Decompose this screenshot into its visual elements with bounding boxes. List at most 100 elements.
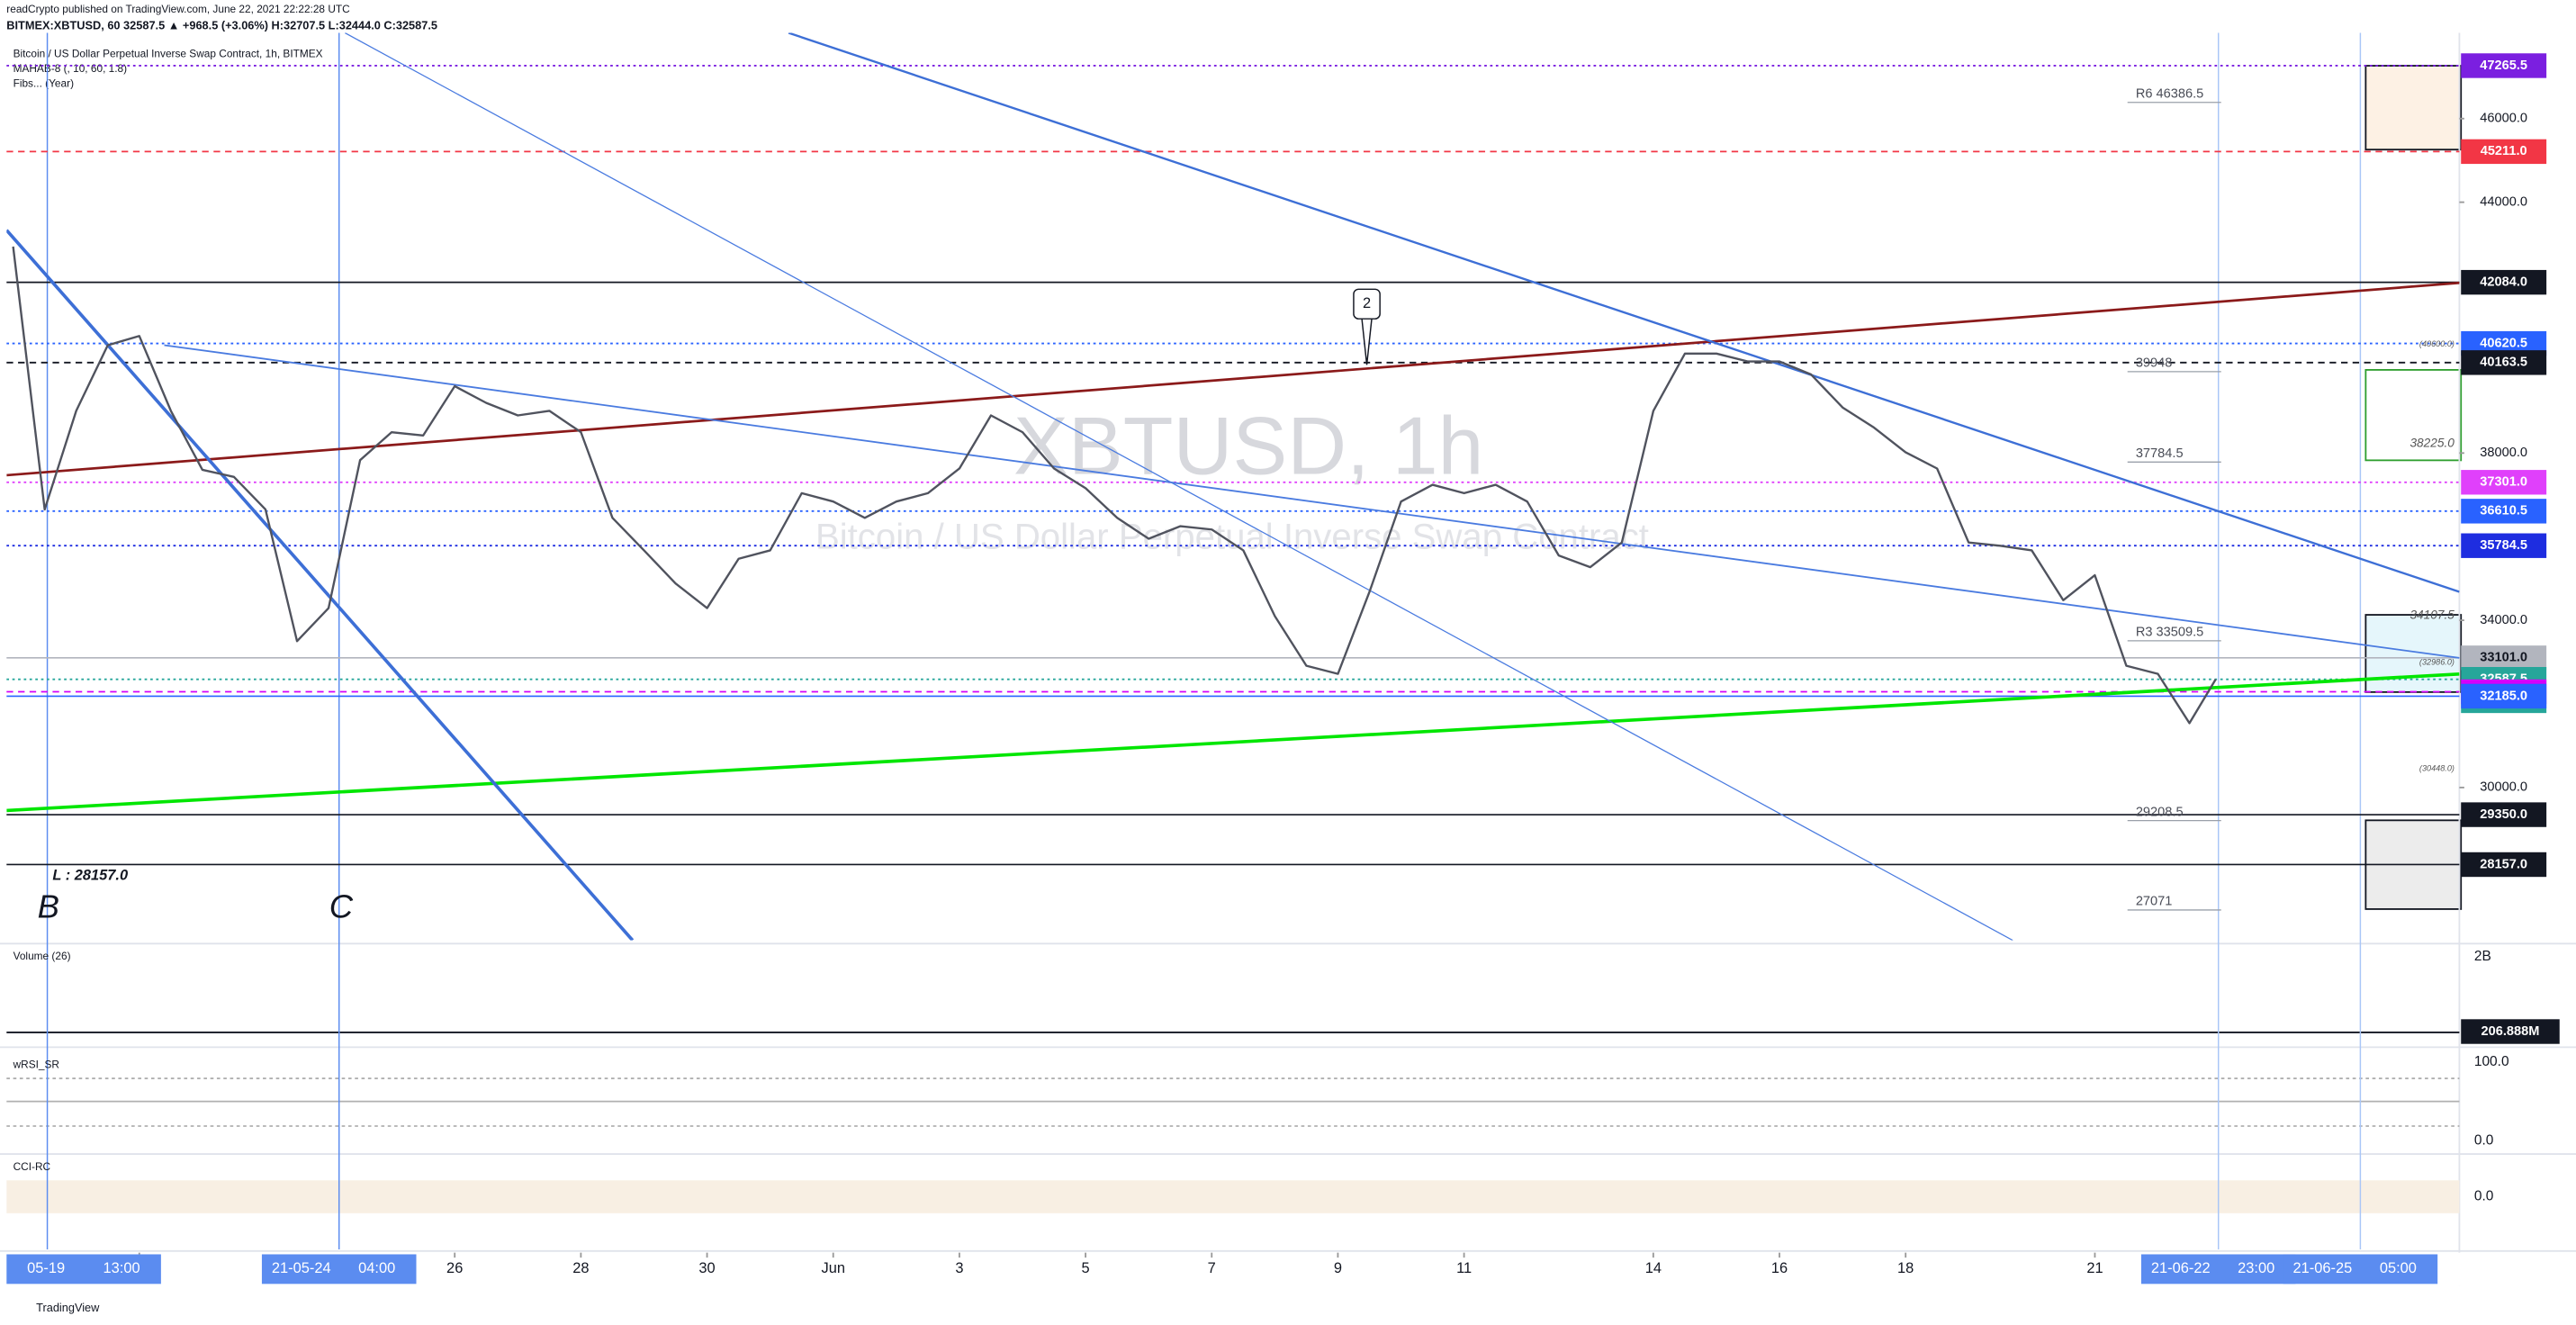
range-box xyxy=(2364,65,2463,151)
pivot-label: 27071 xyxy=(2136,895,2173,909)
time-marker-date: 21-05-24 xyxy=(272,1260,331,1276)
x-tick-label: 3 xyxy=(955,1260,963,1276)
x-tick-label: 5 xyxy=(1082,1260,1090,1276)
pane-scale-label: 0.0 xyxy=(2474,1133,2494,1149)
time-marker-date: 21-06-22 xyxy=(2151,1260,2211,1276)
price-label: 42084.0 xyxy=(2480,275,2527,289)
price-label-box xyxy=(2461,470,2547,495)
x-tick-label: 9 xyxy=(1334,1260,1342,1276)
pivot-label: R3 33509.5 xyxy=(2136,626,2203,640)
pane-title: wRSI_SR xyxy=(13,1059,60,1071)
price-label-box xyxy=(2461,802,2547,827)
trendlines xyxy=(6,32,2460,941)
trendline xyxy=(6,229,635,941)
fib-label: (40600.0) xyxy=(2419,339,2454,348)
price-label: 35784.5 xyxy=(2480,538,2527,553)
price-label: 47265.5 xyxy=(2480,59,2527,73)
x-tick-label: 26 xyxy=(446,1260,463,1276)
x-tick-label: 14 xyxy=(1645,1260,1662,1276)
pivot-label: 29208.5 xyxy=(2136,805,2184,819)
price-label-box xyxy=(2461,350,2547,375)
time-marker-time: 23:00 xyxy=(2238,1260,2274,1276)
time-marker-box xyxy=(2140,1254,2296,1284)
callout-box xyxy=(1353,288,1381,320)
y-tick-label: 44000.0 xyxy=(2480,194,2527,209)
price-label-box xyxy=(2461,53,2547,78)
price-label: 40163.5 xyxy=(2480,356,2527,370)
x-tick-label: 16 xyxy=(1771,1260,1788,1276)
price-label: 45211.0 xyxy=(2481,144,2527,158)
trendline xyxy=(788,32,2460,593)
y-tick-label: 46000.0 xyxy=(2480,112,2527,126)
trendline xyxy=(6,672,2460,813)
publisher: readCrypto published on TradingView.com,… xyxy=(6,3,350,15)
pane-scale-label: 2B xyxy=(2474,949,2491,964)
time-marker-box xyxy=(261,1254,417,1284)
pivot-label: 37784.5 xyxy=(2136,446,2184,461)
time-marker-time: 04:00 xyxy=(358,1260,395,1276)
fib-label: 38225.0 xyxy=(2409,436,2454,449)
range-box xyxy=(2364,614,2463,693)
callout-label: 2 xyxy=(1363,295,1371,311)
pane-scale-label: 100.0 xyxy=(2474,1054,2509,1069)
pane-scale-label: 0.0 xyxy=(2474,1189,2494,1204)
pivot-label: 39948 xyxy=(2136,356,2173,371)
pane-title: CCI-RC xyxy=(14,1160,51,1173)
trendline xyxy=(6,281,2460,477)
watermark: XBTUSD, 1h xyxy=(1013,400,1483,491)
time-marker-box xyxy=(6,1254,161,1284)
price-label: 29350.0 xyxy=(2480,807,2527,822)
price-label-box xyxy=(2461,269,2547,295)
x-tick-label: 28 xyxy=(572,1260,589,1276)
y-tick-label: 30000.0 xyxy=(2480,780,2527,795)
range-box xyxy=(2364,369,2463,462)
trendline xyxy=(164,344,2460,659)
price-label-box xyxy=(2461,683,2547,709)
price-label: 32185.0 xyxy=(2480,689,2527,703)
wave-label: C xyxy=(329,888,354,925)
x-tick-label: Jun xyxy=(821,1260,844,1276)
trendline xyxy=(344,32,2013,941)
time-marker-time: 05:00 xyxy=(2380,1260,2417,1276)
x-tick-label: 21 xyxy=(2086,1260,2103,1276)
pane-last-label: 206.888M xyxy=(2481,1024,2540,1039)
price-label: 37301.0 xyxy=(2480,475,2527,490)
fib-label: (30448.0) xyxy=(2419,763,2454,772)
indicator: MAHAB-8 (, 10, 60, 1.8) xyxy=(14,62,128,75)
pivot-label: R6 46386.5 xyxy=(2136,87,2203,102)
pane-last-box xyxy=(2461,1019,2560,1044)
price-label-box xyxy=(2461,533,2547,558)
y-tick-label: 34000.0 xyxy=(2480,613,2527,627)
price-label-box xyxy=(2461,139,2547,165)
footer: TradingView xyxy=(36,1301,100,1314)
chart-title: Bitcoin / US Dollar Perpetual Inverse Sw… xyxy=(14,47,323,59)
x-tick-label: 7 xyxy=(1208,1260,1216,1276)
price-label: 33101.0 xyxy=(2480,651,2527,665)
price-label: 36610.5 xyxy=(2480,504,2527,518)
price-label: 28157.0 xyxy=(2480,857,2527,871)
x-tick-label: 18 xyxy=(1897,1260,1914,1276)
x-tick-label: 30 xyxy=(698,1260,715,1276)
time-marker-date: 21-06-25 xyxy=(2293,1260,2353,1276)
price-label-box xyxy=(2461,499,2547,524)
price-line xyxy=(12,246,2217,725)
callout-pointer xyxy=(1361,319,1373,365)
wave-label: B xyxy=(38,888,59,925)
time-marker-box xyxy=(2283,1254,2438,1284)
price-label-box xyxy=(2461,645,2547,671)
fib-label: 34107.5 xyxy=(2409,608,2454,622)
watermark-description: Bitcoin / US Dollar Perpetual Inverse Sw… xyxy=(815,517,1649,557)
x-tick-label: 11 xyxy=(1456,1260,1472,1276)
price-label: 40620.5 xyxy=(2480,336,2527,350)
time-marker-time: 13:00 xyxy=(104,1260,140,1276)
pane-title: Volume (26) xyxy=(14,950,71,962)
price-label-box xyxy=(2461,852,2547,878)
symbol-line: BITMEX:XBTUSD, 60 32587.5 ▲ +968.5 (+3.0… xyxy=(6,19,437,32)
cci-band xyxy=(6,1180,2460,1213)
time-marker-date: 05-19 xyxy=(27,1260,65,1276)
indicator: Fibs... (Year) xyxy=(14,77,74,89)
